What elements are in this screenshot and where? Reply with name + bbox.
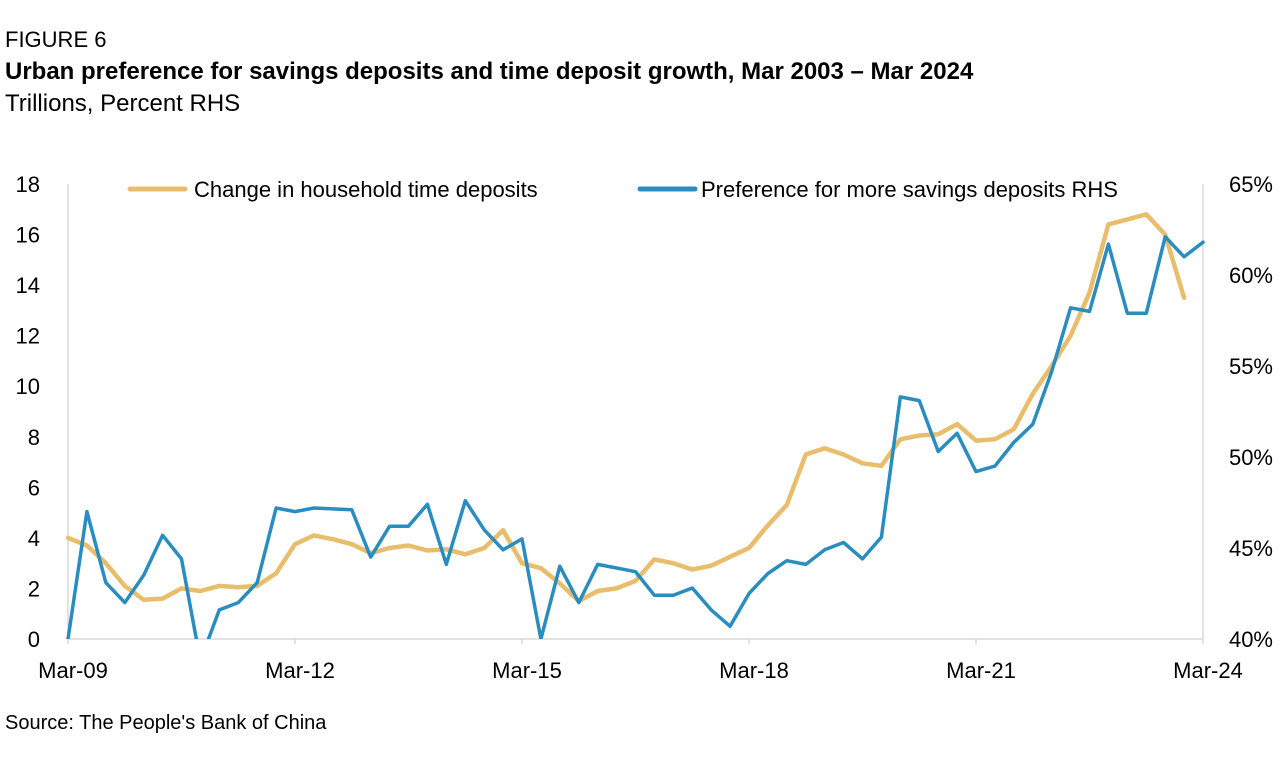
x-axis-ticks: Mar-09 Mar-12 Mar-15 Mar-18 Mar-21 Mar-24: [38, 639, 1243, 683]
x-tick-label: Mar-24: [1173, 658, 1243, 683]
right-tick-label: 50%: [1229, 445, 1273, 470]
line-chart: 0 2 4 6 8 10 12 14 16 18 40% 45% 50% 55% 60% 65% Mar-0…: [16, 172, 1273, 683]
right-tick-label: 55%: [1229, 354, 1273, 379]
left-tick-label: 12: [16, 324, 40, 349]
left-tick-label: 0: [28, 627, 40, 652]
left-tick-label: 16: [16, 223, 40, 248]
series-line-time-deposits: [65, 212, 1187, 604]
right-tick-label: 60%: [1229, 263, 1273, 288]
source-note: Source: The People's Bank of China: [5, 712, 327, 734]
left-tick-label: 8: [28, 425, 40, 450]
series-line-preference: [66, 235, 1205, 639]
left-tick-label: 6: [28, 475, 40, 500]
left-tick-label: 4: [28, 526, 40, 551]
series-layer: [65, 212, 1205, 639]
right-axis-ticks: 40% 45% 50% 55% 60% 65%: [1229, 172, 1273, 652]
x-tick-label: Mar-09: [38, 658, 108, 683]
x-tick-label: Mar-12: [265, 658, 335, 683]
chart-legend: Change in household time deposits Prefer…: [127, 177, 1118, 202]
chart-title: Urban preference for savings deposits an…: [5, 58, 974, 85]
left-axis-ticks: 0 2 4 6 8 10 12 14 16 18: [16, 172, 40, 652]
x-tick-label: Mar-21: [946, 658, 1016, 683]
right-tick-label: 65%: [1229, 172, 1273, 197]
chart-axes: [67, 184, 1204, 640]
left-tick-label: 18: [16, 172, 40, 197]
x-tick-label: Mar-15: [492, 658, 562, 683]
right-tick-label: 45%: [1229, 536, 1273, 561]
right-tick-label: 40%: [1229, 627, 1273, 652]
left-tick-label: 14: [16, 273, 40, 298]
chart-subtitle: Trillions, Percent RHS: [5, 90, 241, 117]
left-tick-label: 10: [16, 374, 40, 399]
figure-label: FIGURE 6: [5, 27, 107, 52]
legend-label-time-deposits: Change in household time deposits: [194, 177, 538, 202]
x-tick-label: Mar-18: [719, 658, 789, 683]
left-tick-label: 2: [28, 576, 40, 601]
legend-label-preference: Preference for more savings deposits RHS: [701, 177, 1118, 202]
